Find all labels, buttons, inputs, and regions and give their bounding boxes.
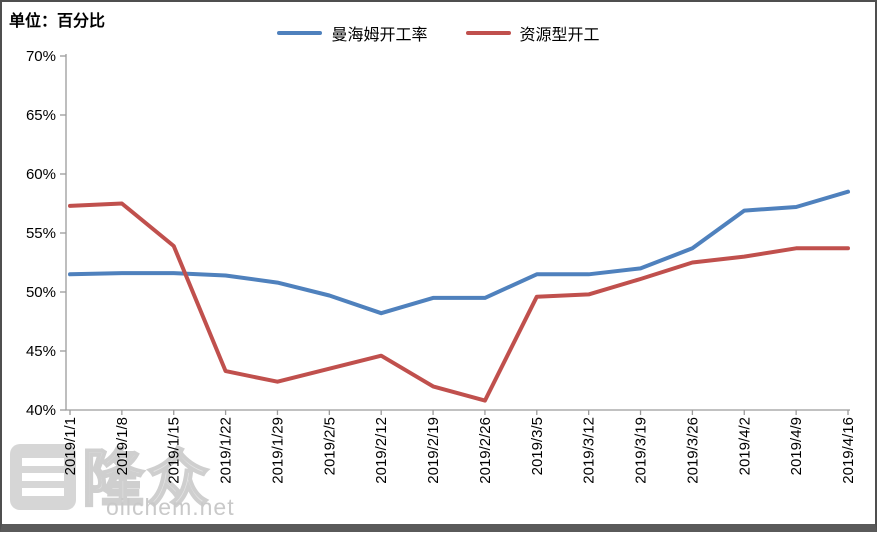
x-tick-label: 2019/2/26 xyxy=(477,417,494,484)
axis-lines xyxy=(65,54,850,411)
x-tick-label: 2019/1/8 xyxy=(114,417,131,475)
oilchem-logo-bars-icon xyxy=(22,458,64,496)
unit-label: 单位：百分比 xyxy=(9,13,106,30)
x-tick-label: 2019/3/5 xyxy=(529,417,546,475)
x-tick-label: 2019/1/15 xyxy=(166,417,183,484)
legend-line-blue-icon xyxy=(277,31,323,35)
y-tick-label: 65% xyxy=(26,107,56,124)
x-tick-label: 2019/4/2 xyxy=(736,417,753,475)
watermark-logo-text: 隆众 xyxy=(81,444,213,515)
x-tick-label: 2019/3/12 xyxy=(581,417,598,484)
x-tick-label: 2019/3/26 xyxy=(684,417,701,484)
legend-item-resource: 资源型开工 xyxy=(465,21,600,45)
y-tick-label: 50% xyxy=(26,284,56,301)
y-tick-label: 45% xyxy=(26,343,56,360)
x-tick-label: 2019/1/1 xyxy=(62,417,79,475)
oilchem-logo-icon xyxy=(10,444,76,510)
legend: 曼海姆开工率 资源型开工 xyxy=(0,21,877,45)
x-tick-label: 2019/4/16 xyxy=(840,417,857,484)
x-tick-label: 2019/2/19 xyxy=(425,417,442,484)
series-line-1 xyxy=(68,201,850,403)
x-tick-label: 2019/1/22 xyxy=(218,417,235,484)
x-tick-label: 2019/3/19 xyxy=(633,417,650,484)
x-tick-label: 2019/2/12 xyxy=(373,417,390,484)
legend-label-manhaim: 曼海姆开工率 xyxy=(331,27,428,44)
y-tick-label: 60% xyxy=(26,166,56,183)
watermark-site-text: oilchem.net xyxy=(106,494,235,520)
series-line-0 xyxy=(68,189,850,316)
watermark: 隆众 oilchem.net xyxy=(8,436,278,528)
legend-label-resource: 资源型开工 xyxy=(519,27,600,44)
x-tick-label: 2019/4/9 xyxy=(788,417,805,475)
x-tick-label: 2019/2/5 xyxy=(321,417,338,475)
legend-item-manhaim: 曼海姆开工率 xyxy=(277,21,428,45)
legend-line-red-icon xyxy=(465,31,511,35)
y-tick-label: 55% xyxy=(26,225,56,242)
x-tick-label: 2019/1/29 xyxy=(269,417,286,484)
y-tick-label: 70% xyxy=(26,48,56,65)
y-tick-label: 40% xyxy=(26,402,56,419)
